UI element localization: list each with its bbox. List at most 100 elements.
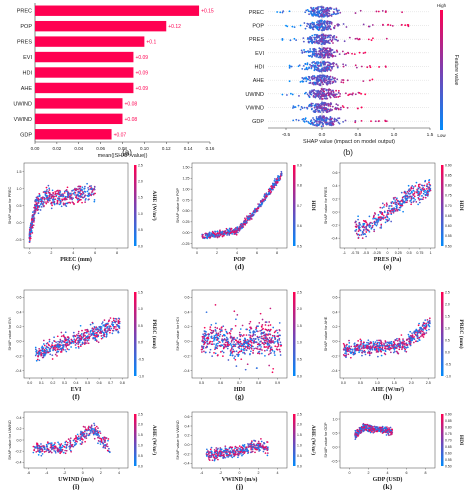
data-point (423, 184, 426, 187)
data-point (233, 350, 236, 353)
data-point (261, 335, 263, 338)
data-point (29, 239, 31, 241)
data-point (277, 343, 280, 346)
data-point (212, 330, 215, 332)
data-point (348, 339, 350, 342)
swarm-point (335, 38, 338, 41)
data-point (30, 224, 33, 227)
swarm-point (354, 12, 357, 14)
feature-label: PREC (249, 10, 264, 16)
swarm-point (323, 47, 326, 50)
swarm-point (362, 23, 365, 26)
data-point (209, 348, 212, 351)
swarm-point (318, 122, 321, 125)
data-point (215, 339, 218, 341)
swarm-point (315, 66, 318, 69)
data-point (376, 339, 378, 342)
swarm-point (315, 40, 318, 43)
data-point (94, 334, 96, 337)
data-point (254, 331, 256, 333)
data-point (74, 339, 77, 342)
data-point (360, 345, 362, 347)
swarm-point (299, 108, 302, 111)
swarm-point (320, 6, 323, 8)
swarm-point (323, 87, 326, 90)
swarm-point (377, 10, 380, 13)
data-point (60, 335, 63, 338)
data-point (59, 199, 62, 202)
swarm-point (315, 21, 318, 24)
data-point (93, 200, 96, 203)
data-point (250, 218, 253, 220)
data-point (345, 345, 348, 347)
swarm-point (314, 36, 317, 39)
swarm-point (337, 108, 340, 111)
data-point (379, 219, 382, 221)
swarm-point (330, 28, 332, 31)
data-point (398, 348, 401, 351)
data-point (74, 194, 76, 196)
value-label: +0.08 (125, 117, 138, 123)
swarm-point (293, 106, 296, 109)
data-point (395, 339, 397, 341)
data-point (394, 200, 397, 202)
data-point (271, 187, 273, 190)
swarm-point (313, 47, 316, 50)
data-point (243, 341, 246, 344)
swarm-point (313, 33, 316, 36)
data-point (342, 342, 345, 345)
data-point (62, 202, 65, 205)
data-point (383, 210, 386, 213)
y-tick-label: 0.50 (183, 209, 190, 213)
data-point (228, 331, 231, 334)
data-point (235, 339, 238, 342)
data-point (51, 354, 54, 357)
swarm-point (343, 40, 346, 43)
data-point (243, 222, 246, 225)
data-point (355, 220, 357, 223)
swarm-point (330, 13, 333, 16)
swarm-point (317, 93, 320, 96)
data-point (267, 328, 270, 331)
data-point (261, 201, 264, 204)
colorbar-tick-label: 0.5 (138, 324, 143, 328)
swarm-point (320, 11, 323, 14)
data-point (272, 188, 274, 191)
data-point (368, 226, 371, 229)
data-point (106, 326, 109, 329)
swarm-point (327, 35, 330, 38)
swarm-point (321, 40, 323, 43)
data-point (246, 216, 249, 218)
swarm-point (330, 92, 333, 95)
data-point (227, 359, 230, 361)
swarm-point (328, 64, 331, 67)
data-point (249, 353, 251, 356)
data-point (234, 358, 237, 361)
panel-label: (c) (72, 262, 81, 271)
data-point (400, 191, 403, 194)
data-point (360, 339, 363, 342)
data-point (426, 189, 429, 192)
data-point (63, 192, 66, 194)
category-label: PRES (17, 40, 32, 46)
swarm-point (311, 34, 314, 37)
swarm-point (318, 11, 320, 14)
data-point (239, 345, 241, 347)
data-point (357, 233, 360, 236)
data-point (105, 324, 108, 326)
data-point (216, 347, 218, 350)
feature-label: UWIND (245, 92, 264, 98)
swarm-point (372, 37, 374, 40)
swarm-point (341, 50, 344, 53)
data-point (236, 337, 239, 339)
x-tick-label: 0 (387, 251, 389, 255)
swarm-point (330, 91, 333, 93)
swarm-point (306, 25, 308, 28)
feature-label: VWIND (246, 106, 264, 112)
value-label: +0.15 (201, 9, 214, 15)
swarm-point (339, 106, 342, 109)
data-point (422, 188, 425, 191)
swarm-point (341, 79, 343, 81)
swarm-point (303, 49, 305, 51)
bar-gdp (35, 129, 112, 140)
